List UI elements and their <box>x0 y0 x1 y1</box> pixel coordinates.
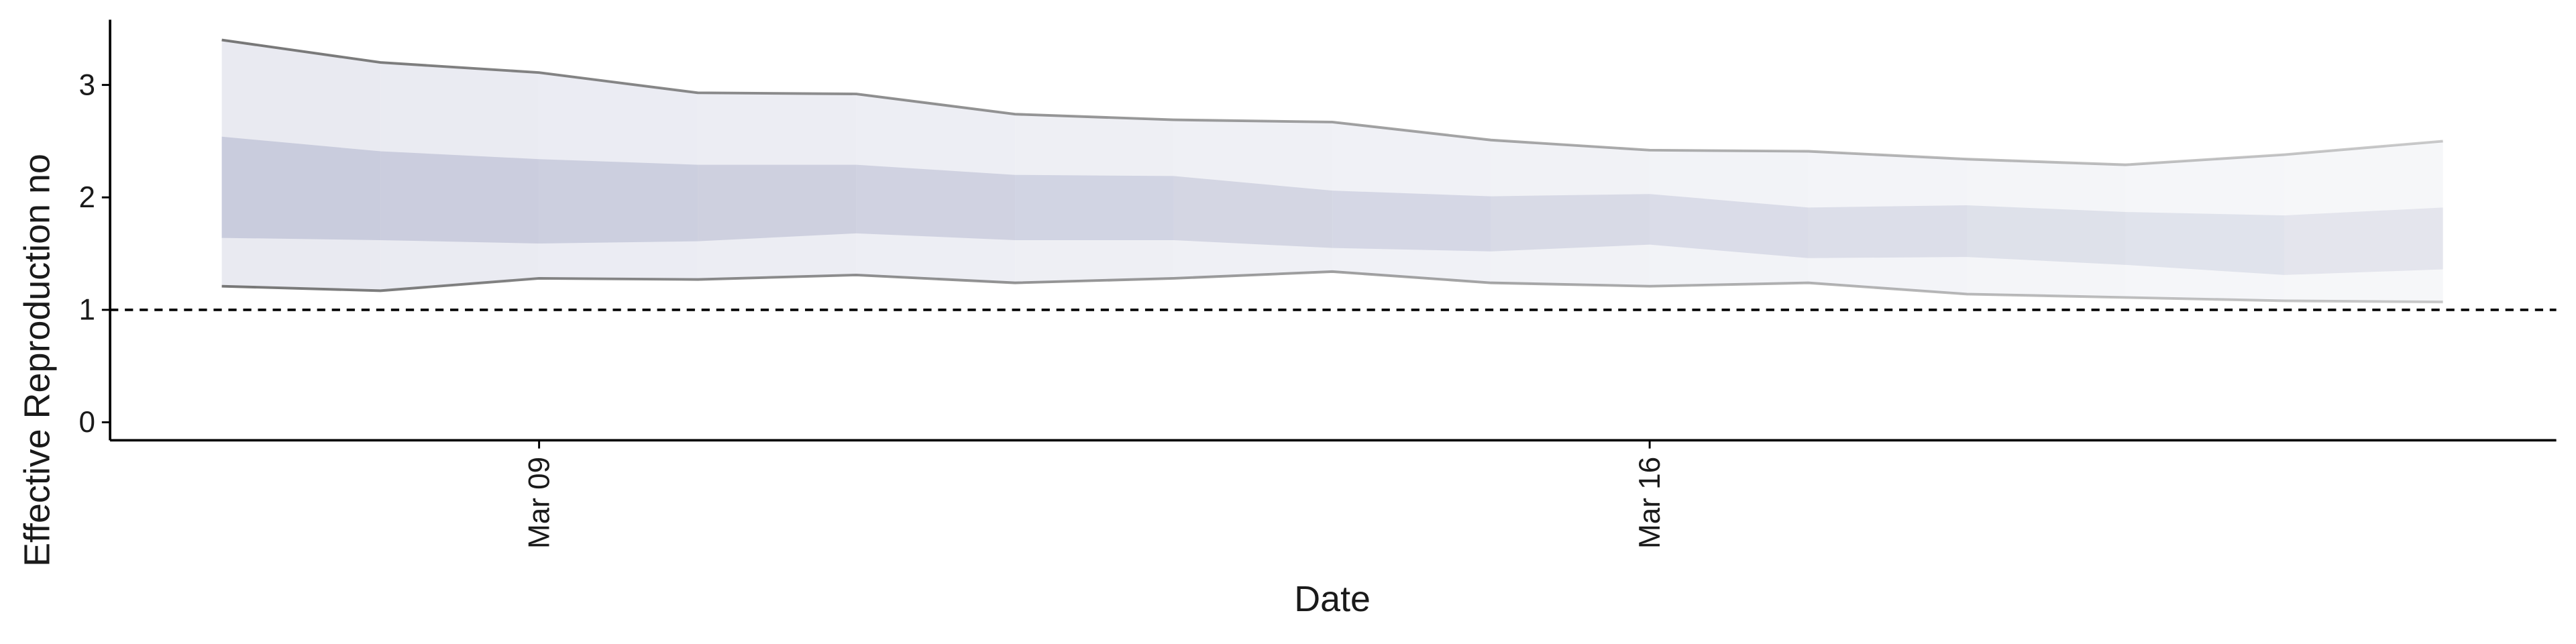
y-tick-label: 0 <box>79 406 96 439</box>
band-segment <box>1332 191 1491 252</box>
band-segment <box>1491 194 1650 252</box>
band-segment <box>2284 141 2443 303</box>
y-tick-label: 2 <box>79 181 96 214</box>
y-tick-label: 1 <box>79 294 96 327</box>
y-tick-label: 3 <box>79 68 96 101</box>
band-segment <box>1967 205 2126 265</box>
y-axis-label: Effective Reproduction no <box>17 154 57 567</box>
band-segment <box>1650 194 1809 258</box>
x-tick-label: Mar 16 <box>1633 457 1666 549</box>
band-segment <box>698 164 857 241</box>
band-segment <box>1808 205 1968 258</box>
band-segment <box>2284 207 2443 275</box>
band-segment <box>856 164 1016 240</box>
x-axis-label: Date <box>1294 579 1371 619</box>
band-lower-line <box>221 270 2443 304</box>
x-tick-label: Mar 09 <box>523 457 555 549</box>
band-segment <box>539 159 698 244</box>
band-segment <box>2125 212 2285 275</box>
band-segment <box>1967 159 2126 298</box>
band-segment <box>2125 154 2285 301</box>
band-segment <box>221 136 381 240</box>
band-segment <box>1173 176 1333 248</box>
band-upper-line <box>221 38 2443 166</box>
band-segment <box>380 151 539 244</box>
band-segment <box>1015 174 1174 240</box>
